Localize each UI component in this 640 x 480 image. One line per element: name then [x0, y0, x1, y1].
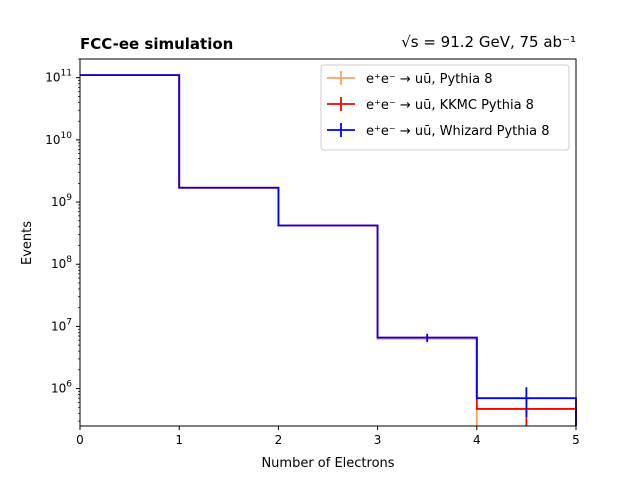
plot-frame [79, 58, 577, 427]
chart-title-right: √s = 91.2 GeV, 75 ab⁻¹ [401, 33, 576, 51]
x-tick-label: 2 [275, 433, 283, 447]
x-tick-label: 4 [473, 433, 481, 447]
y-tick-label: 108 [51, 255, 72, 271]
series-step-line [80, 74, 577, 426]
y-tick-label: 109 [51, 193, 72, 209]
legend-label: e⁺e⁻ → uū, Pythia 8 [366, 72, 492, 87]
legend: e⁺e⁻ → uū, Pythia 8 e⁺e⁻ → uū, KKMC Pythi… [320, 64, 570, 151]
x-axis-label: Number of Electrons [261, 456, 394, 471]
legend-box [320, 64, 570, 151]
legend-label: e⁺e⁻ → uū, Whizard Pythia 8 [366, 124, 549, 139]
x-tick-label: 1 [175, 433, 183, 447]
x-tick-label: 0 [76, 433, 84, 447]
y-tick-label: 107 [51, 317, 72, 333]
x-axis: 0 1 2 3 4 5 [76, 426, 580, 447]
series-layer [80, 74, 577, 426]
series-3 [80, 74, 577, 426]
chart-title-left: FCC-ee simulation [80, 35, 233, 53]
x-tick-label: 5 [572, 433, 580, 447]
y-axis: 106 107 108 109 1010 1011 [45, 58, 80, 422]
legend-label: e⁺e⁻ → uū, KKMC Pythia 8 [366, 98, 534, 113]
y-tick-label: 1010 [45, 131, 72, 147]
y-tick-label: 106 [51, 380, 72, 396]
y-tick-label: 1011 [45, 69, 72, 85]
y-axis-label: Events [20, 221, 35, 265]
x-tick-label: 3 [374, 433, 382, 447]
